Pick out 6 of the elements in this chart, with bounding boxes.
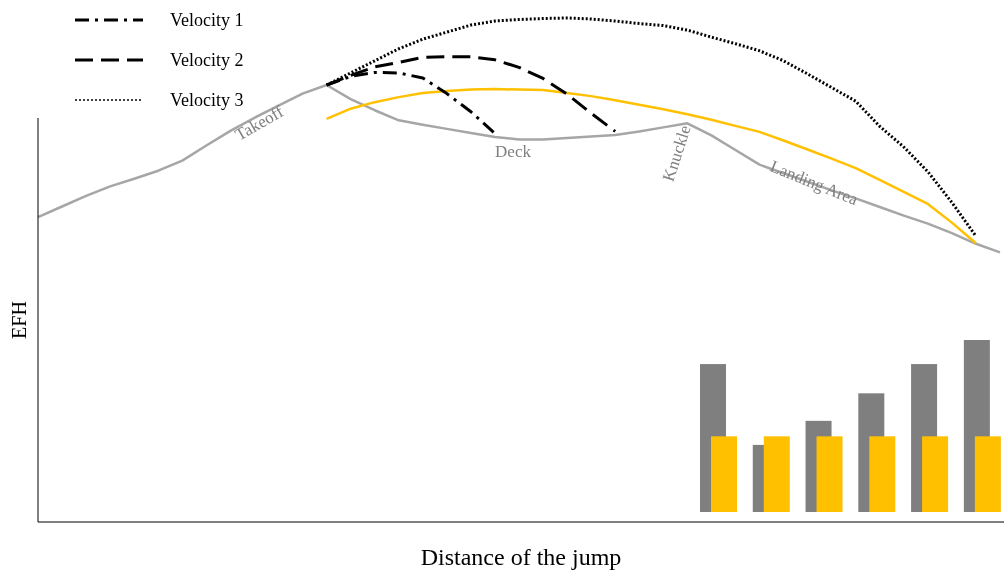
legend-label: Velocity 1 (170, 10, 244, 30)
x-axis-title: Distance of the jump (420, 544, 622, 570)
legend-label: Velocity 3 (170, 90, 244, 110)
legend-label: Velocity 2 (170, 50, 244, 70)
y-axis-title: EFH (8, 301, 30, 339)
annotation: Deck (495, 142, 532, 161)
